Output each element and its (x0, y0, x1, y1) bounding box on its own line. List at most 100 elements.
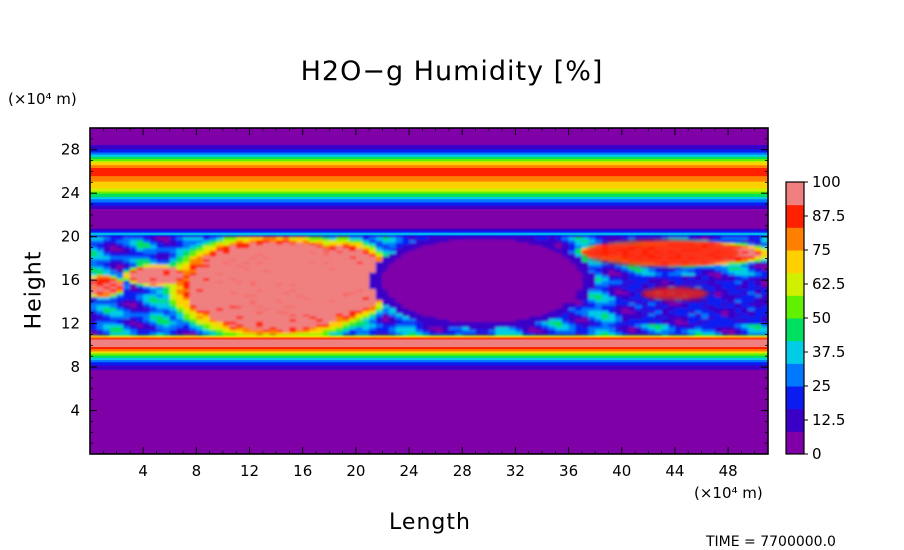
humidity-cell (608, 288, 616, 292)
humidity-cell (103, 280, 111, 284)
humidity-cell (575, 288, 583, 292)
humidity-cell (542, 236, 550, 241)
humidity-cell (754, 315, 763, 319)
humidity-cell (455, 331, 464, 336)
humidity-cell (196, 320, 204, 325)
humidity-cell (116, 244, 125, 249)
humidity-cell (688, 329, 696, 333)
humidity-cell (734, 285, 743, 290)
humidity-cell (674, 331, 683, 336)
humidity-cell (402, 323, 410, 328)
humidity-cell (236, 239, 244, 243)
humidity-cell (136, 244, 144, 249)
humidity-cell (149, 331, 158, 336)
humidity-cell (455, 326, 464, 330)
humidity-cell (349, 320, 357, 325)
humidity-cell (741, 296, 749, 300)
humidity-cell (116, 291, 125, 295)
humidity-cell (515, 320, 523, 325)
humidity-cell (741, 252, 749, 257)
x-tick-label: 32 (506, 462, 525, 480)
humidity-cell (196, 266, 204, 271)
humidity-cell (429, 242, 437, 246)
humidity-cell (203, 326, 211, 330)
humidity-cell (648, 299, 656, 303)
humidity-cell (123, 252, 131, 257)
humidity-cell (535, 242, 543, 246)
humidity-cell (581, 263, 590, 268)
humidity-cell (761, 266, 768, 271)
humidity-cell (109, 299, 118, 303)
humidity-cell (628, 296, 636, 300)
humidity-cell (216, 242, 224, 246)
humidity-cell (189, 315, 198, 319)
humidity-cell (163, 247, 171, 252)
humidity-cell (123, 282, 131, 287)
humidity-cell (581, 296, 590, 300)
humidity-cell (382, 239, 390, 243)
humidity-cell (422, 244, 430, 249)
humidity-cell (588, 261, 596, 265)
humidity-cell (415, 326, 424, 330)
humidity-cell (196, 250, 204, 254)
humidity-cell (588, 318, 596, 322)
humidity-cell (169, 312, 178, 317)
humidity-cell (754, 285, 763, 290)
humidity-band (90, 180, 768, 183)
humidity-cell (369, 326, 377, 330)
humidity-cell (262, 239, 271, 243)
chart-title: H2O−g Humidity [%] (300, 56, 604, 87)
humidity-cell (143, 326, 151, 330)
humidity-cell (242, 236, 251, 241)
humidity-cell (542, 323, 550, 328)
humidity-cell (601, 299, 610, 303)
humidity-cell (382, 323, 390, 328)
humidity-cell (109, 263, 118, 268)
humidity-cell (109, 271, 118, 276)
humidity-cell (754, 242, 763, 246)
humidity-band (90, 195, 768, 198)
humidity-cell (123, 263, 131, 268)
humidity-cell (136, 277, 144, 281)
humidity-cell (754, 250, 763, 254)
humidity-cell (621, 296, 630, 300)
humidity-cell (721, 263, 729, 268)
humidity-cell (203, 274, 211, 279)
humidity-cell (96, 310, 105, 314)
humidity-cell (608, 274, 616, 279)
humidity-cell (761, 258, 768, 262)
humidity-cell (581, 307, 590, 311)
humidity-band (90, 150, 768, 153)
humidity-cell (635, 269, 643, 273)
humidity-cell (362, 320, 370, 325)
humidity-cell (748, 269, 756, 273)
humidity-cell (169, 288, 178, 292)
humidity-cell (349, 329, 357, 333)
humidity-cell (542, 318, 550, 322)
humidity-cell (189, 329, 198, 333)
humidity-cell (455, 323, 464, 328)
humidity-cell (96, 293, 105, 298)
humidity-band (90, 227, 768, 230)
humidity-cell (143, 274, 151, 279)
humidity-cell (196, 252, 204, 257)
humidity-band (90, 226, 768, 229)
humidity-cell (316, 323, 324, 328)
humidity-cell (708, 274, 716, 279)
humidity-cell (163, 329, 171, 333)
humidity-cell (296, 331, 304, 336)
humidity-cell (96, 315, 105, 319)
humidity-cell (728, 307, 736, 311)
humidity-cell (641, 310, 650, 314)
humidity-cell (655, 320, 663, 325)
humidity-cell (96, 282, 105, 287)
humidity-cell (581, 288, 590, 292)
humidity-cell (409, 244, 417, 249)
humidity-cell (488, 331, 497, 336)
humidity-cell (196, 293, 204, 298)
humidity-cell (608, 239, 616, 243)
humidity-cell (435, 318, 444, 322)
humidity-cell (595, 271, 603, 276)
humidity-cell (648, 315, 656, 319)
humidity-cell (422, 239, 430, 243)
